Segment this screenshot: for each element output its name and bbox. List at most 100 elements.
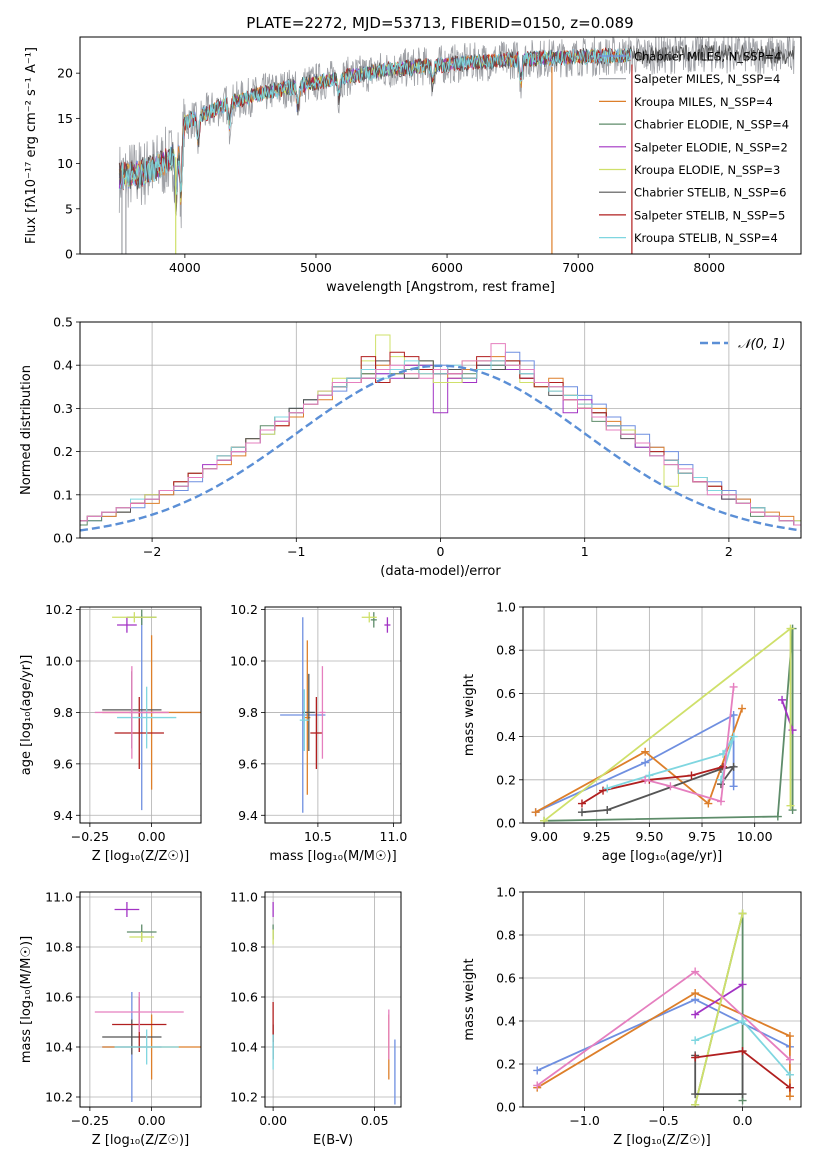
errorbar-point — [361, 612, 377, 623]
y-tick-label: 9.6 — [53, 756, 73, 771]
weight-line — [543, 626, 792, 822]
panel-z-mass: −0.25 0.00 10.2 10.4 10.6 10.8 11.0 Z [log₁₀(Z/… — [19, 890, 202, 1148]
spectrum-line-cstelib — [118, 44, 795, 216]
x-tick-label: 10.00 — [737, 829, 773, 844]
gridlines — [265, 892, 401, 1107]
panel-mass-age: 10.5 11.0 9.4 9.6 9.8 10.0 10.2 mass [log₁₀(M/M… — [230, 602, 407, 864]
y-tick-label: 5 — [65, 201, 73, 216]
plot-area — [280, 612, 391, 813]
x-tick-label: −0.25 — [71, 1113, 109, 1128]
plot-area — [80, 334, 801, 532]
y-tick-label: 10.2 — [45, 1090, 73, 1105]
y-tick-label: 0.4 — [53, 358, 73, 373]
gridlines — [523, 891, 801, 1108]
x-tick-label: 0.05 — [361, 1113, 389, 1128]
x-tick-label: 9.00 — [530, 829, 558, 844]
x-axis-label: wavelength [Angstrom, rest frame] — [326, 280, 555, 295]
y-tick-label: 10.2 — [45, 602, 73, 617]
errorbar-point — [370, 612, 377, 628]
gridlines — [80, 321, 801, 539]
x-axis-label: Z [log₁₀(Z/Z☉)] — [92, 849, 189, 864]
panel-residuals: −2 −1 0 1 2 0.0 0.1 0.2 0.3 0.4 0.5 (data-model)/er… — [19, 315, 802, 579]
normal-curve — [80, 364, 801, 532]
weight-marker — [691, 989, 700, 998]
y-tick-label: 0.4 — [496, 729, 516, 744]
weight-marker — [577, 808, 586, 817]
axes-frame — [522, 891, 802, 1108]
x-tick-label: −1 — [287, 544, 305, 559]
axes-frame — [79, 606, 202, 824]
errorbar-point — [114, 902, 140, 917]
y-tick-label: 10.0 — [230, 654, 258, 669]
errorbar-point — [94, 666, 169, 759]
y-tick-label: 10.6 — [45, 990, 73, 1005]
x-tick-label: 9.75 — [688, 829, 716, 844]
x-tick-label: 10.5 — [304, 829, 332, 844]
y-axis-label: mass weight — [462, 674, 477, 756]
y-tick-label: 10 — [57, 156, 73, 171]
legend-label: Kroupa STELIB, N_SSP=4 — [634, 231, 778, 245]
errorbar-point — [319, 666, 326, 759]
weight-marker — [785, 1055, 794, 1064]
weight-line — [694, 983, 744, 1016]
weight-marker — [785, 1083, 794, 1092]
weight-marker — [687, 771, 696, 780]
legend: Chabrier MILES, N_SSP=4 Salpeter MILES, N… — [599, 50, 789, 245]
y-tick-label: 10.4 — [230, 1040, 258, 1055]
histogram-series — [80, 356, 801, 526]
y-tick-label: 0.6 — [496, 686, 516, 701]
y-tick-label: 0.0 — [496, 1100, 516, 1115]
legend-label: Chabrier MILES, N_SSP=4 — [634, 50, 781, 64]
x-axis-label: E(B-V) — [313, 1133, 353, 1148]
y-tick-label: 9.6 — [238, 756, 258, 771]
y-tick-label: 0.8 — [496, 643, 516, 658]
weight-line — [544, 628, 794, 822]
weight-marker — [729, 682, 738, 691]
weight-marker — [716, 797, 725, 806]
axes-frame — [264, 891, 402, 1108]
legend-label: Salpeter STELIB, N_SSP=5 — [634, 208, 785, 222]
y-tick-label: 10.8 — [45, 940, 73, 955]
y-tick-label: 9.8 — [238, 705, 258, 720]
y-tick-label: 9.4 — [53, 808, 73, 823]
errorbar-point — [129, 932, 155, 942]
weight-marker — [729, 782, 738, 791]
axes-frame — [522, 606, 802, 824]
weight-marker — [691, 1053, 700, 1062]
legend-label: Salpeter ELODIE, N_SSP=2 — [634, 140, 788, 154]
errorbar-point — [102, 1019, 162, 1055]
axes-frame — [264, 606, 402, 824]
x-axis-label: (data-model)/error — [380, 564, 501, 579]
weight-marker — [704, 799, 713, 808]
errorbar-point — [299, 689, 309, 751]
legend-label: Kroupa MILES, N_SSP=4 — [634, 95, 773, 109]
legend-label: Chabrier STELIB, N_SSP=6 — [634, 186, 786, 200]
weight-marker — [691, 1100, 700, 1107]
x-tick-label: 9.25 — [583, 829, 611, 844]
y-tick-label: 0 — [65, 247, 73, 262]
y-axis-label: mass [log₁₀(M/M☉)] — [19, 936, 34, 1063]
y-tick-label: 1.0 — [496, 885, 516, 900]
y-tick-label: 1.0 — [496, 600, 516, 615]
spectrum-line-smiles — [118, 37, 795, 229]
y-tick-label: 10.2 — [230, 602, 258, 617]
weight-marker — [540, 816, 549, 823]
x-tick-label: 9.50 — [635, 829, 663, 844]
y-tick-label: 10.8 — [230, 940, 258, 955]
gridlines — [265, 607, 401, 823]
x-tick-label: 1 — [581, 544, 589, 559]
y-tick-label: 0.2 — [496, 1057, 516, 1072]
x-axis-label: mass [log₁₀(M/M☉)] — [269, 849, 396, 864]
errorbar-point — [310, 697, 323, 769]
y-tick-label: 0.3 — [53, 401, 73, 416]
x-tick-label: 0.0 — [733, 1113, 753, 1128]
histogram-series — [80, 343, 801, 526]
plot-area — [94, 902, 201, 1102]
weight-marker — [577, 799, 586, 808]
x-tick-label: −0.25 — [71, 829, 109, 844]
x-axis-label: Z [log₁₀(Z/Z☉)] — [613, 1133, 710, 1148]
y-tick-label: 0.5 — [53, 315, 73, 330]
weight-marker — [691, 967, 700, 976]
weight-marker — [729, 762, 738, 771]
